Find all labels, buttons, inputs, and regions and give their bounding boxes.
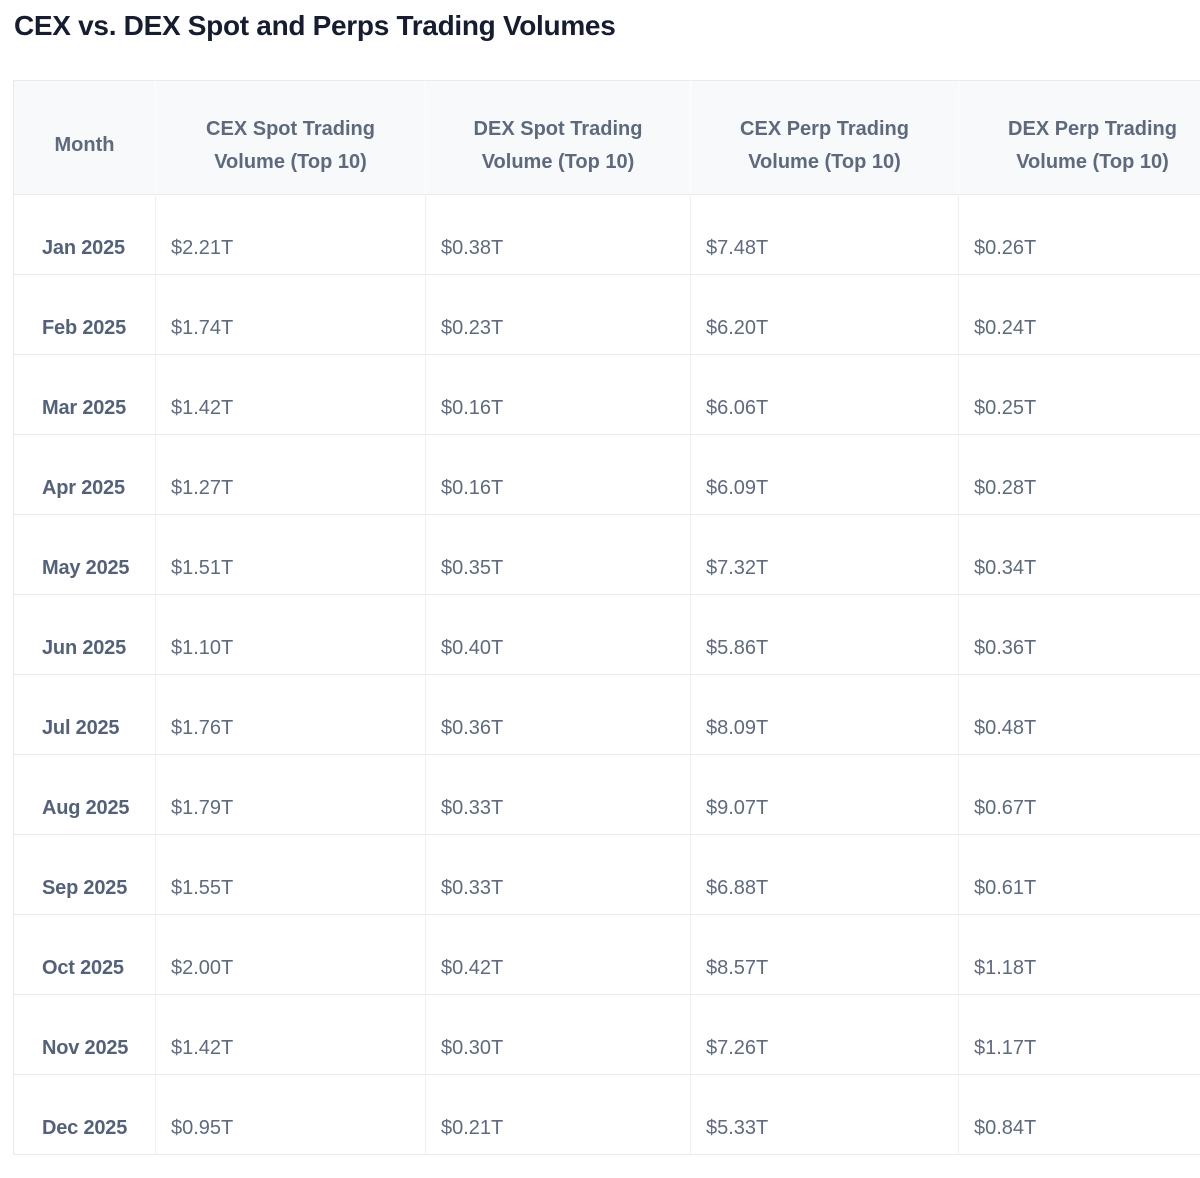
cex-perp-cell: $6.20T [690,275,958,355]
table-row: Apr 2025 $1.27T $0.16T $6.09T $0.28T [13,435,1200,515]
cex-perp-cell: $9.07T [690,755,958,835]
cex-spot-cell: $1.10T [155,595,425,675]
dex-perp-cell: $0.36T [958,595,1200,675]
month-cell: Dec 2025 [13,1075,155,1155]
header-line: Volume (Top 10) [481,150,635,173]
dex-spot-cell: $0.42T [425,915,690,995]
month-cell: May 2025 [13,515,155,595]
cex-perp-cell: $6.06T [690,355,958,435]
month-cell: Jan 2025 [13,195,155,275]
dex-perp-cell: $1.18T [958,915,1200,995]
dex-spot-cell: $0.35T [425,515,690,595]
table-row: Nov 2025 $1.42T $0.30T $7.26T $1.17T [13,995,1200,1075]
dex-perp-cell: $1.17T [958,995,1200,1075]
cex-spot-cell: $2.21T [155,195,425,275]
table-row: May 2025 $1.51T $0.35T $7.32T $0.34T [13,515,1200,595]
header-line: DEX Perp Trading [1008,117,1177,140]
dex-spot-cell: $0.33T [425,755,690,835]
header-line: Volume (Top 10) [214,150,367,173]
cex-perp-cell: $7.26T [690,995,958,1075]
dex-spot-cell: $0.23T [425,275,690,355]
column-header-cex-spot: CEX Spot Trading Volume (Top 10) [155,80,425,195]
month-cell: Nov 2025 [13,995,155,1075]
cex-perp-cell: $8.09T [690,675,958,755]
cex-spot-cell: $1.76T [155,675,425,755]
page-title: CEX vs. DEX Spot and Perps Trading Volum… [14,10,616,41]
cex-perp-cell: $6.88T [690,835,958,915]
month-cell: Jul 2025 [13,675,155,755]
dex-perp-cell: $0.61T [958,835,1200,915]
column-header-dex-perp: DEX Perp Trading Volume (Top 10) [958,80,1200,195]
header-line: CEX Spot Trading [206,117,375,140]
table-row: Jul 2025 $1.76T $0.36T $8.09T $0.48T [13,675,1200,755]
month-cell: Oct 2025 [13,915,155,995]
table-row: Feb 2025 $1.74T $0.23T $6.20T $0.24T [13,275,1200,355]
column-header-dex-spot: DEX Spot Trading Volume (Top 10) [425,80,690,195]
header-line: Volume (Top 10) [1016,150,1169,173]
cex-perp-cell: $5.33T [690,1075,958,1155]
table-row: Jan 2025 $2.21T $0.38T $7.48T $0.26T [13,195,1200,275]
dex-perp-cell: $0.24T [958,275,1200,355]
cex-spot-cell: $1.42T [155,995,425,1075]
header-line: DEX Spot Trading [473,117,643,140]
dex-spot-cell: $0.16T [425,435,690,515]
month-cell: Aug 2025 [13,755,155,835]
cex-spot-cell: $0.95T [155,1075,425,1155]
cex-perp-cell: $5.86T [690,595,958,675]
cex-spot-cell: $1.42T [155,355,425,435]
volumes-table-container: Month CEX Spot Trading Volume (Top 10) DE… [13,80,1200,1155]
dex-perp-cell: $0.28T [958,435,1200,515]
dex-perp-cell: $0.26T [958,195,1200,275]
cex-perp-cell: $7.48T [690,195,958,275]
table-row: Mar 2025 $1.42T $0.16T $6.06T $0.25T [13,355,1200,435]
dex-perp-cell: $0.34T [958,515,1200,595]
cex-perp-cell: $6.09T [690,435,958,515]
cex-spot-cell: $1.79T [155,755,425,835]
dex-perp-cell: $0.25T [958,355,1200,435]
dex-spot-cell: $0.16T [425,355,690,435]
table-header-row: Month CEX Spot Trading Volume (Top 10) DE… [13,80,1200,195]
header-line: Volume (Top 10) [748,150,901,173]
dex-perp-cell: $0.48T [958,675,1200,755]
cex-perp-cell: $7.32T [690,515,958,595]
column-header-month: Month [13,80,155,195]
dex-spot-cell: $0.36T [425,675,690,755]
cex-spot-cell: $1.27T [155,435,425,515]
dex-spot-cell: $0.30T [425,995,690,1075]
table-row: Sep 2025 $1.55T $0.33T $6.88T $0.61T [13,835,1200,915]
dex-spot-cell: $0.21T [425,1075,690,1155]
dex-spot-cell: $0.33T [425,835,690,915]
cex-spot-cell: $1.55T [155,835,425,915]
table-row: Aug 2025 $1.79T $0.33T $9.07T $0.67T [13,755,1200,835]
month-cell: Sep 2025 [13,835,155,915]
column-header-cex-perp: CEX Perp Trading Volume (Top 10) [690,80,958,195]
month-cell: Jun 2025 [13,595,155,675]
table-row: Oct 2025 $2.00T $0.42T $8.57T $1.18T [13,915,1200,995]
table-row: Dec 2025 $0.95T $0.21T $5.33T $0.84T [13,1075,1200,1155]
cex-spot-cell: $2.00T [155,915,425,995]
header-line: CEX Perp Trading [740,117,909,140]
cex-spot-cell: $1.74T [155,275,425,355]
table-row: Jun 2025 $1.10T $0.40T $5.86T $0.36T [13,595,1200,675]
month-cell: Feb 2025 [13,275,155,355]
volumes-table: Month CEX Spot Trading Volume (Top 10) DE… [13,80,1200,1155]
dex-spot-cell: $0.40T [425,595,690,675]
dex-perp-cell: $0.84T [958,1075,1200,1155]
dex-spot-cell: $0.38T [425,195,690,275]
cex-perp-cell: $8.57T [690,915,958,995]
month-cell: Apr 2025 [13,435,155,515]
month-cell: Mar 2025 [13,355,155,435]
dex-perp-cell: $0.67T [958,755,1200,835]
cex-spot-cell: $1.51T [155,515,425,595]
